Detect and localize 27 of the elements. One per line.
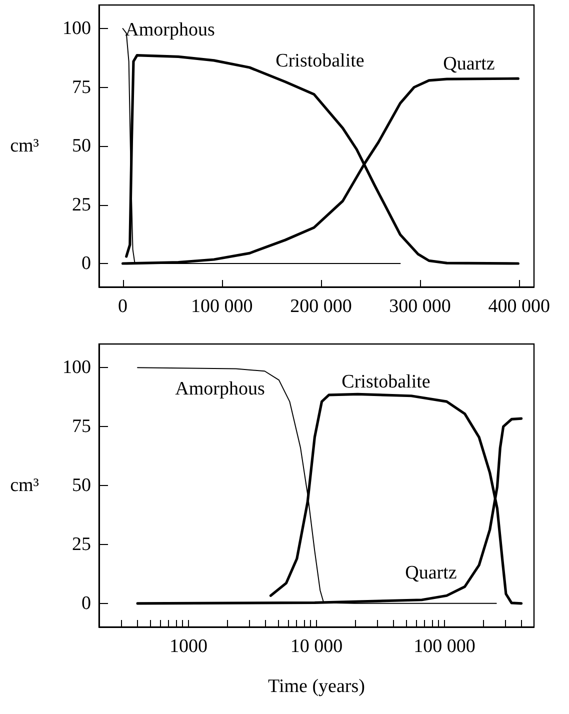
- y-axis-title: cm³: [10, 475, 40, 496]
- y-tick-label: 50: [72, 475, 91, 496]
- y-tick-label: 0: [82, 592, 91, 614]
- y-axis-title: cm³: [10, 136, 40, 156]
- annotation: Cristobalite: [342, 372, 430, 392]
- annotation: Amorphous: [125, 20, 215, 40]
- y-tick-label: 75: [72, 416, 91, 438]
- annotation: Quartz: [443, 54, 495, 74]
- x-tick-label: 300 000: [389, 296, 451, 317]
- x-tick-label: 1000: [169, 636, 208, 657]
- x-tick-label: 400 000: [488, 296, 550, 317]
- y-tick-label: 100: [62, 18, 91, 39]
- y-tick-label: 25: [72, 194, 91, 216]
- y-tick-label: 100: [62, 357, 91, 378]
- annotation: Quartz: [405, 562, 457, 584]
- y-tick-label: 75: [72, 76, 91, 98]
- annotation: Cristobalite: [276, 50, 364, 72]
- x-tick-label: 100 000: [190, 296, 253, 317]
- x-tick-label: 0: [118, 296, 128, 317]
- y-tick-label: 50: [72, 136, 91, 156]
- x-tick-label: 10 000: [290, 636, 343, 657]
- x-tick-label: 200 000: [290, 296, 352, 317]
- y-tick-label: 0: [82, 253, 91, 274]
- x-axis-title: Time (years): [268, 676, 365, 697]
- x-tick-label: 100 000: [414, 636, 476, 657]
- annotation: Amorphous: [175, 378, 265, 400]
- y-tick-label: 25: [72, 534, 91, 555]
